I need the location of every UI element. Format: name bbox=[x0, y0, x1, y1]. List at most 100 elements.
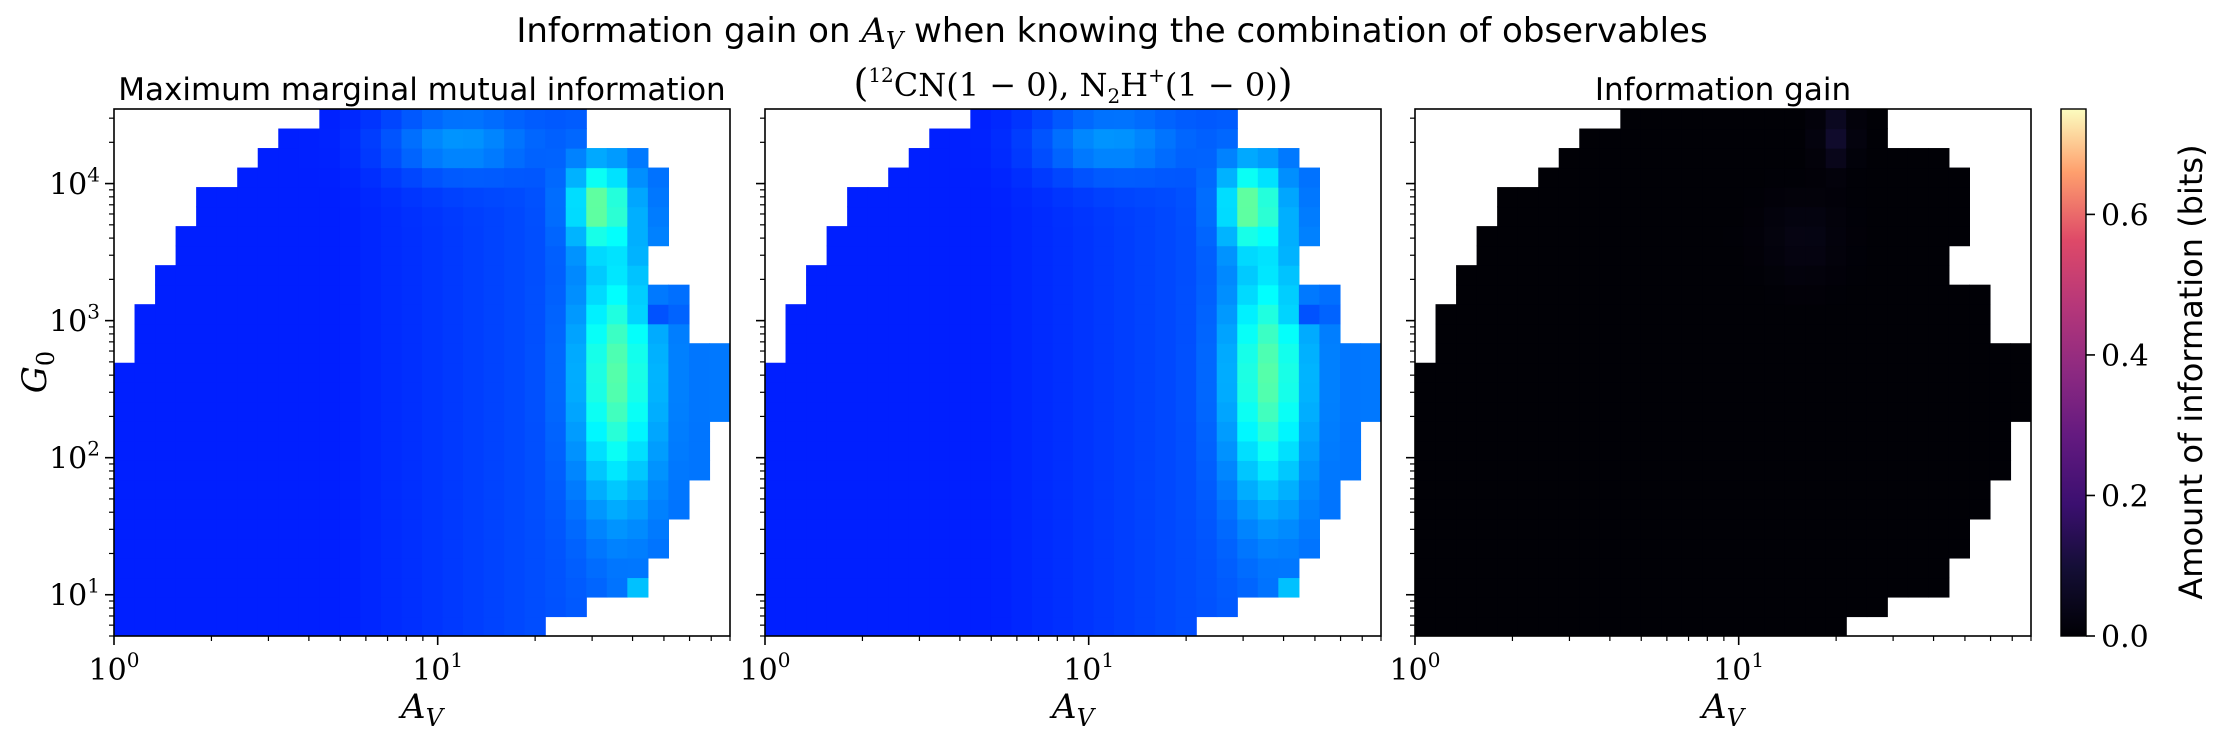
heatmap-cell bbox=[826, 265, 848, 286]
heatmap-cell bbox=[1175, 518, 1197, 540]
heatmap-cell bbox=[1114, 109, 1136, 130]
heatmap-cell bbox=[1928, 518, 1950, 540]
heatmap-cell bbox=[867, 499, 889, 520]
heatmap-cell bbox=[422, 167, 444, 188]
heatmap-cell bbox=[1298, 538, 1320, 559]
heatmap-cell bbox=[1196, 304, 1218, 325]
heatmap-cell bbox=[1435, 421, 1457, 442]
heatmap-cell bbox=[1784, 421, 1806, 442]
heatmap-cell bbox=[257, 460, 279, 481]
heatmap-cell bbox=[1134, 304, 1156, 325]
heatmap-cell bbox=[1073, 460, 1095, 481]
heatmap-cell bbox=[216, 518, 238, 540]
heatmap-cell bbox=[1517, 382, 1539, 403]
heatmap-cell bbox=[175, 382, 197, 403]
heatmap-cell bbox=[1196, 479, 1218, 500]
heatmap-cell bbox=[1558, 518, 1580, 540]
heatmap-cell bbox=[1052, 577, 1074, 598]
heatmap-cell bbox=[1866, 596, 1888, 618]
heatmap-cell bbox=[1599, 167, 1621, 188]
heatmap-cell bbox=[668, 421, 690, 442]
heatmap-cell bbox=[1620, 479, 1642, 500]
heatmap-cell bbox=[401, 421, 423, 442]
heatmap-cell bbox=[1052, 479, 1074, 500]
heatmap-cell bbox=[1517, 304, 1539, 325]
heatmap-cell bbox=[1175, 479, 1197, 500]
x-tick-label: 100 bbox=[1390, 648, 1441, 688]
heatmap-cell bbox=[504, 304, 526, 325]
heatmap-cell bbox=[1517, 616, 1539, 636]
heatmap-cell bbox=[1579, 284, 1601, 305]
heatmap-cell bbox=[422, 479, 444, 500]
heatmap-cell bbox=[545, 167, 567, 188]
heatmap-cell bbox=[1866, 479, 1888, 500]
heatmap-cell bbox=[1456, 323, 1478, 344]
heatmap-cell bbox=[1134, 401, 1156, 422]
heatmap-cell bbox=[1681, 362, 1704, 383]
heatmap-cell bbox=[806, 362, 828, 383]
heatmap-cell bbox=[216, 421, 238, 442]
heatmap-cell bbox=[257, 421, 279, 442]
heatmap-cell bbox=[668, 323, 690, 344]
heatmap-cell bbox=[1866, 128, 1888, 149]
heatmap-cell bbox=[1031, 557, 1054, 579]
heatmap-cell bbox=[1599, 557, 1621, 579]
heatmap-cell bbox=[463, 401, 485, 422]
heatmap-cell bbox=[847, 265, 869, 286]
heatmap-cell bbox=[483, 265, 505, 286]
heatmap-cell bbox=[216, 304, 238, 325]
heatmap-cell bbox=[422, 323, 444, 344]
heatmap-cell bbox=[339, 187, 361, 208]
heatmap-cell bbox=[401, 284, 423, 305]
heatmap-cell bbox=[1257, 226, 1279, 247]
heatmap-cell bbox=[545, 265, 567, 286]
heatmap-cell bbox=[1825, 304, 1847, 325]
heatmap-cell bbox=[1031, 323, 1054, 344]
heatmap-cell bbox=[339, 596, 361, 618]
heatmap-cell bbox=[380, 479, 403, 500]
heatmap-cell bbox=[765, 460, 787, 481]
heatmap-cell bbox=[442, 518, 464, 540]
heatmap-cell bbox=[1257, 206, 1279, 227]
heatmap-cell bbox=[1093, 206, 1115, 227]
heatmap-cell bbox=[298, 557, 320, 579]
heatmap-cell bbox=[1558, 343, 1580, 364]
heatmap-cell bbox=[1497, 362, 1519, 383]
heatmap-cell bbox=[586, 460, 608, 481]
heatmap-cell bbox=[1435, 577, 1457, 598]
heatmap-cell bbox=[216, 382, 238, 403]
heatmap-cell bbox=[867, 421, 889, 442]
heatmap-cell bbox=[627, 479, 649, 500]
heatmap-cell bbox=[1476, 343, 1498, 364]
heatmap-cell bbox=[1011, 362, 1033, 383]
heatmap-cell bbox=[888, 538, 910, 559]
heatmap-cell bbox=[463, 518, 485, 540]
heatmap-cell bbox=[339, 206, 361, 227]
heatmap-cell bbox=[647, 421, 669, 442]
heatmap-cell bbox=[990, 323, 1012, 344]
heatmap-cell bbox=[990, 167, 1012, 188]
heatmap-cell bbox=[586, 362, 608, 383]
heatmap-cell bbox=[1743, 304, 1765, 325]
heatmap-cell bbox=[1825, 167, 1847, 188]
heatmap-cell bbox=[1558, 616, 1580, 636]
heatmap-cell bbox=[422, 499, 444, 520]
heatmap-cell bbox=[1216, 421, 1238, 442]
heatmap-cell bbox=[114, 382, 136, 403]
heatmap-cell bbox=[826, 284, 848, 305]
heatmap-cell bbox=[826, 343, 848, 364]
heatmap-cell bbox=[1558, 499, 1580, 520]
heatmap-cell bbox=[278, 323, 300, 344]
heatmap-cell bbox=[565, 128, 587, 149]
heatmap-cell bbox=[1620, 518, 1642, 540]
heatmap-cell bbox=[1278, 577, 1300, 598]
heatmap-cell bbox=[1196, 109, 1218, 130]
heatmap-cell bbox=[1887, 226, 1909, 247]
heatmap-cell bbox=[1681, 206, 1704, 227]
heatmap-cell bbox=[175, 440, 197, 461]
heatmap-cell bbox=[319, 382, 341, 403]
heatmap-cell bbox=[565, 206, 587, 227]
heatmap-cell bbox=[1093, 167, 1115, 188]
heatmap-cell bbox=[1599, 245, 1621, 266]
heatmap-cell bbox=[1538, 343, 1560, 364]
